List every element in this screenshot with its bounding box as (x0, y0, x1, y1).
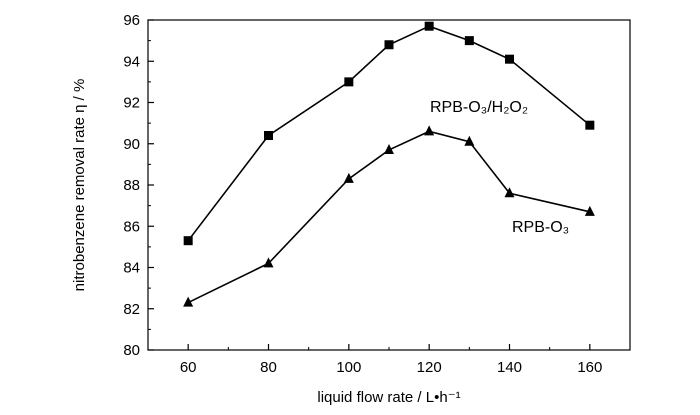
data-point-triangle (183, 296, 194, 307)
series-line-1 (187, 25, 591, 242)
y-tick-label: 90 (123, 136, 140, 153)
x-tick-label: 140 (497, 359, 522, 376)
data-point-square (264, 131, 273, 140)
data-point-square (505, 54, 514, 64)
y-tick-label: 94 (123, 53, 140, 70)
y-axis: 80 82 84 86 88 90 92 94 96 (123, 12, 154, 359)
x-tick-label: 160 (577, 359, 602, 376)
data-point-triangle (584, 205, 595, 216)
data-point-triangle (384, 143, 394, 154)
data-point-square (585, 120, 595, 130)
y-axis-title: nitrobenzene removal rate η / % (71, 79, 88, 292)
data-point-triangle (263, 257, 274, 268)
data-point-triangle (343, 172, 354, 183)
series-label-rpb-o3-h2o2: RPB-O₃/H₂O₂ (430, 99, 528, 116)
x-axis-title: liquid flow rate / L•h⁻¹ (317, 389, 460, 406)
data-point-triangle (424, 125, 435, 136)
y-tick-label: 84 (123, 260, 140, 277)
y-tick-label: 82 (123, 301, 140, 318)
y-tick-label: 88 (123, 177, 140, 194)
plot-frame (147, 19, 631, 351)
data-point-square (464, 36, 474, 46)
plot-border (147, 19, 631, 351)
x-tick-label: 100 (336, 359, 361, 376)
data-point-square (384, 40, 394, 50)
data-point-square (424, 21, 434, 31)
x-tick-label: 80 (260, 359, 277, 376)
series-layer (183, 21, 595, 307)
data-point-triangle (464, 135, 475, 146)
y-tick-label: 96 (123, 12, 140, 29)
x-tick-label: 120 (417, 359, 442, 376)
x-tick-label: 60 (180, 359, 197, 376)
data-point-square (344, 77, 354, 87)
y-tick-label: 92 (123, 95, 140, 112)
series-line-2 (187, 130, 591, 304)
y-tick-label: 80 (123, 342, 140, 359)
y-tick-label: 86 (123, 218, 140, 235)
data-point-triangle (504, 187, 515, 198)
series-label-rpb-o3: RPB-O₃ (512, 219, 569, 236)
x-axis: 60 80 100 120 140 160 (180, 344, 602, 376)
data-point-square (183, 236, 193, 246)
